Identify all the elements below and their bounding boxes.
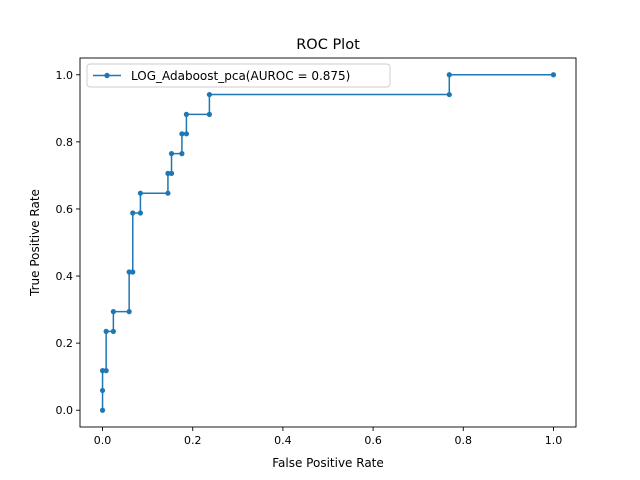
y-tick-label: 0.6 — [56, 203, 74, 216]
roc-point — [446, 72, 452, 78]
x-tick-label: 0.8 — [455, 434, 473, 447]
roc-point — [137, 190, 144, 196]
x-tick-label: 0.2 — [184, 434, 202, 447]
roc-point — [183, 111, 190, 117]
roc-point — [130, 269, 136, 275]
roc-point — [446, 91, 452, 98]
roc-point — [137, 210, 144, 216]
roc-point — [126, 309, 132, 315]
y-tick-label: 1.0 — [56, 69, 74, 82]
legend-label: LOG_Adaboost_pca(AUROC = 0.875) — [131, 69, 350, 83]
legend-marker-swatch — [104, 72, 110, 79]
roc-point — [110, 328, 116, 334]
plot-frame — [79, 57, 577, 428]
x-axis-ticks: 0.0 0.2 0.4 0.6 0.8 1.0 — [94, 427, 562, 447]
y-tick-label: 0.0 — [56, 404, 74, 417]
roc-point — [168, 170, 175, 176]
roc-point — [179, 131, 185, 137]
y-axis-ticks: 0.0 0.2 0.4 0.6 0.8 1.0 — [56, 69, 80, 417]
roc-point — [206, 111, 213, 117]
y-axis-label: True Positive Rate — [28, 189, 42, 297]
y-tick-label: 0.8 — [56, 136, 74, 149]
roc-point — [165, 190, 171, 196]
series-layer — [99, 72, 557, 413]
roc-point — [183, 131, 190, 137]
roc-point — [130, 210, 136, 216]
roc-curve-line — [101, 74, 554, 411]
roc-point — [103, 328, 109, 334]
x-tick-label: 0.0 — [94, 434, 112, 447]
roc-point — [126, 269, 132, 275]
x-axis-label: False Positive Rate — [272, 456, 384, 470]
x-tick-label: 1.0 — [545, 434, 563, 447]
roc-point — [103, 368, 109, 374]
roc-point — [550, 72, 557, 78]
roc-point — [179, 151, 185, 157]
roc-point — [165, 170, 171, 176]
legend: LOG_Adaboost_pca(AUROC = 0.875) — [86, 63, 391, 88]
x-tick-label: 0.6 — [364, 434, 382, 447]
y-tick-label: 0.4 — [56, 270, 74, 283]
roc-point — [206, 91, 213, 98]
chart-title: ROC Plot — [296, 37, 360, 53]
roc-point — [168, 151, 175, 157]
x-tick-label: 0.4 — [274, 434, 292, 447]
roc-point — [99, 407, 106, 413]
roc-point — [99, 368, 106, 374]
legend-box — [86, 63, 391, 88]
roc-point — [110, 309, 116, 315]
y-tick-label: 0.2 — [56, 337, 74, 350]
roc-point — [99, 387, 106, 394]
